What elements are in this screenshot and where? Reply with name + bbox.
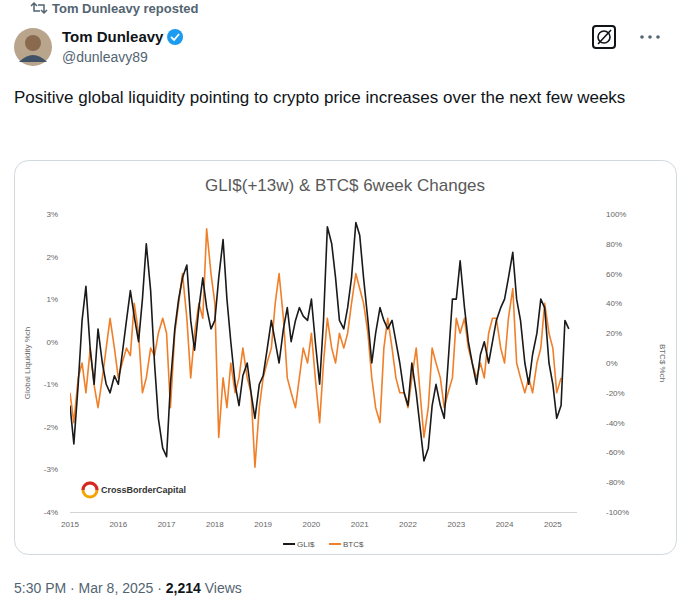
logo-ring [83, 483, 97, 497]
tweet-footer: 5:30 PM · Mar 8, 2025 · 2,214 Views [14, 580, 242, 596]
x-tick-label: 2023 [447, 520, 465, 529]
x-tick-label: 2021 [351, 520, 369, 529]
y2-tick-label: 100% [606, 210, 626, 219]
y2-tick-label: -80% [606, 478, 625, 487]
y-tick-label: 2% [46, 253, 58, 262]
y2-tick-label: 20% [606, 329, 622, 338]
legend-swatch [329, 543, 341, 545]
footer-text: · [70, 580, 75, 596]
y-tick-label: -4% [44, 508, 58, 517]
legend: GLI$ BTC$ [283, 540, 364, 549]
x-tick-label: 2018 [206, 520, 224, 529]
y-tick-label: -2% [44, 423, 58, 432]
more-menu-dot[interactable] [648, 35, 652, 39]
avatar[interactable] [14, 28, 52, 66]
logo-arc [83, 483, 97, 490]
y2-tick-label: 60% [606, 270, 622, 279]
repost-icon [31, 3, 47, 13]
footer-text: Views [205, 580, 242, 596]
y2-tick-label: -100% [606, 508, 629, 517]
avatar-head [25, 35, 41, 51]
y-tick-label: -3% [44, 465, 58, 474]
repost-row: Tom Dunleavy reposted [31, 1, 198, 16]
x-tick-label: 2016 [109, 520, 127, 529]
legend-label: GLI$ [297, 540, 315, 549]
x-tick-label: 2024 [496, 520, 514, 529]
x-tick-label: 2025 [544, 520, 562, 529]
x-tick-label: 2017 [158, 520, 176, 529]
x-tick-label: 2022 [399, 520, 417, 529]
y2-tick-label: 0% [606, 359, 618, 368]
verified-check [171, 34, 179, 40]
x-axis-line [70, 512, 577, 513]
chart: GLI$(+13w) & BTC$ 6week Changes -4% -3% -2%… [23, 176, 667, 549]
y2-tick-label: 80% [606, 240, 622, 249]
footer-text: Mar 8, 2025 [79, 580, 154, 596]
grok-icon-ring [598, 31, 610, 43]
y-axis-title: Global Liquidity %ch [23, 327, 32, 399]
y2-tick-label: -20% [606, 389, 625, 398]
x-tick-label: 2020 [303, 520, 321, 529]
grok-icon[interactable] [593, 26, 615, 48]
footer-text: · [157, 580, 162, 596]
y-tick-label: -1% [44, 380, 58, 389]
avatar-bg [14, 28, 52, 66]
repost-label: Tom Dunleavy reposted [52, 1, 198, 16]
grok-icon-slash [598, 30, 611, 44]
y2-tick-label: -40% [606, 419, 625, 428]
x-tick-label: 2015 [61, 520, 79, 529]
legend-swatch [283, 543, 295, 545]
source-logo: CrossBorderCapital [83, 483, 186, 497]
y2-tick-label: 40% [606, 299, 622, 308]
source-label: CrossBorderCapital [101, 485, 186, 495]
series-line [70, 223, 569, 461]
author-handle[interactable]: @dunleavy89 [62, 49, 148, 65]
tweet-text: Positive global liquidity pointing to cr… [14, 86, 674, 110]
legend-label: BTC$ [343, 540, 364, 549]
more-menu-dot[interactable] [656, 35, 660, 39]
author-name[interactable]: Tom Dunleavy [62, 28, 164, 45]
y-tick-label: 1% [46, 295, 58, 304]
plot-area [70, 223, 569, 468]
chart-card [15, 161, 677, 555]
y2-tick-label: -60% [606, 448, 625, 457]
y-tick-label: 0% [46, 338, 58, 347]
verified-badge [167, 29, 183, 45]
avatar-body [19, 55, 47, 62]
chart-title: GLI$(+13w) & BTC$ 6week Changes [205, 176, 485, 195]
x-tick-label: 2019 [254, 520, 272, 529]
footer-text: 2,214 [166, 580, 201, 596]
y2-axis-title: BTC$ %ch [658, 344, 667, 382]
footer-text: 5:30 PM [14, 580, 66, 596]
y-tick-label: 3% [46, 210, 58, 219]
more-menu-dot[interactable] [640, 35, 644, 39]
